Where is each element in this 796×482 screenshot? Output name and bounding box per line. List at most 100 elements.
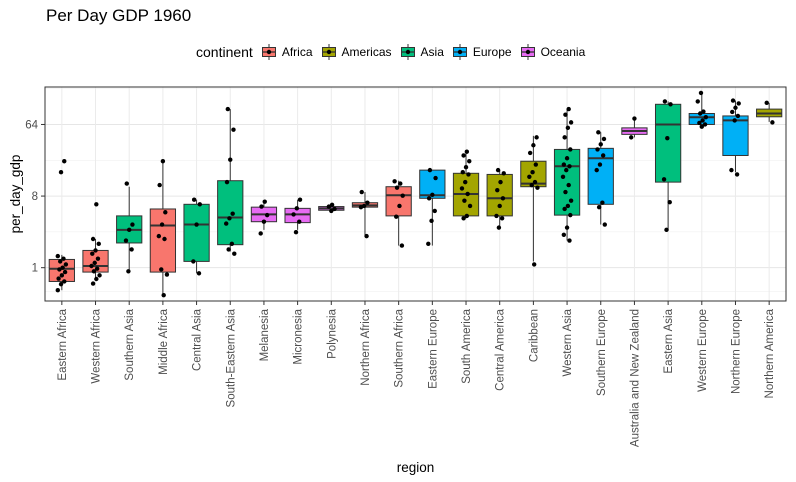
data-point (258, 231, 263, 236)
data-point (94, 202, 99, 207)
data-point (129, 247, 134, 252)
data-point (232, 251, 237, 256)
data-point (561, 162, 567, 167)
data-point (97, 273, 102, 278)
data-point (600, 153, 606, 158)
data-point (499, 216, 505, 221)
data-point (730, 98, 736, 103)
data-point (566, 106, 571, 112)
data-point (494, 213, 499, 219)
data-point (364, 233, 369, 239)
x-tick-label: Western Africa (91, 308, 103, 383)
x-tick-label: Northern Africa (360, 308, 372, 385)
legend-label: Africa (281, 45, 313, 59)
legend-key-oceania (520, 44, 535, 60)
box-northern-europe (722, 100, 749, 173)
data-point (227, 216, 232, 221)
data-point (697, 120, 702, 126)
plot-border (44, 86, 787, 302)
data-point (398, 181, 403, 186)
data-point (534, 135, 539, 140)
data-point (464, 149, 470, 154)
data-point (734, 172, 740, 177)
data-point (564, 156, 570, 161)
data-point (467, 203, 473, 209)
data-point (197, 202, 203, 207)
x-tick-label: Melanesia (259, 308, 271, 361)
data-point (602, 222, 607, 227)
data-point (459, 186, 465, 191)
data-point (699, 124, 704, 129)
data-point (567, 238, 572, 243)
data-point (89, 263, 94, 269)
data-point (495, 187, 500, 193)
y-tick-label: 64 (25, 119, 38, 131)
data-point (561, 232, 567, 237)
data-point (62, 159, 67, 164)
data-point (426, 196, 432, 201)
data-point (596, 130, 601, 135)
data-point (96, 241, 101, 247)
data-point (596, 204, 602, 210)
data-point (496, 225, 502, 230)
data-point (568, 147, 573, 152)
data-point (600, 200, 605, 205)
data-point (560, 174, 566, 180)
data-point (462, 198, 467, 203)
data-point (123, 238, 129, 243)
data-point (262, 199, 267, 204)
data-point (58, 259, 63, 264)
legend-item-oceania: Oceania (520, 44, 586, 60)
box-body (722, 115, 749, 156)
box-middle-africa (149, 161, 177, 296)
data-point (224, 179, 230, 185)
data-point (595, 147, 600, 152)
box-eastern-asia (654, 101, 682, 230)
data-point (701, 109, 706, 114)
data-point (430, 192, 435, 198)
data-point (159, 222, 165, 227)
data-point (90, 281, 96, 286)
data-point (597, 162, 603, 167)
data-point (495, 167, 501, 173)
box-body (217, 180, 244, 246)
data-point (730, 109, 735, 115)
data-point (229, 241, 235, 247)
data-point (733, 105, 738, 110)
data-point (226, 247, 231, 252)
data-point (61, 256, 66, 261)
legend-key-americas (321, 44, 336, 60)
x-tick-label: Southern Asia (124, 308, 136, 380)
legend-label: Oceania (540, 45, 586, 59)
data-point (162, 236, 167, 242)
data-point (562, 135, 567, 140)
box-body (149, 208, 177, 273)
x-tick-label: Southern Europe (596, 309, 608, 396)
x-tick-label: Northern America (764, 308, 776, 398)
data-point (562, 206, 567, 212)
data-point (529, 182, 534, 188)
data-point (531, 262, 537, 267)
data-point (532, 179, 538, 185)
data-point (294, 206, 300, 211)
data-point (464, 213, 470, 219)
data-point (530, 170, 535, 175)
data-point (394, 214, 399, 219)
data-point (463, 179, 468, 185)
data-point (63, 262, 69, 267)
data-point (59, 273, 65, 278)
data-point (90, 251, 95, 256)
data-point (628, 135, 634, 140)
data-point (466, 172, 471, 177)
points (55, 90, 775, 298)
data-point (668, 102, 673, 107)
data-point (565, 203, 571, 209)
data-point (90, 236, 96, 242)
x-tick-label: South-Eastern Asia (225, 308, 237, 407)
data-point (159, 267, 164, 272)
data-point (565, 125, 571, 131)
data-point (566, 182, 571, 188)
data-point (191, 259, 196, 264)
data-point (392, 179, 397, 184)
data-point (732, 118, 737, 123)
